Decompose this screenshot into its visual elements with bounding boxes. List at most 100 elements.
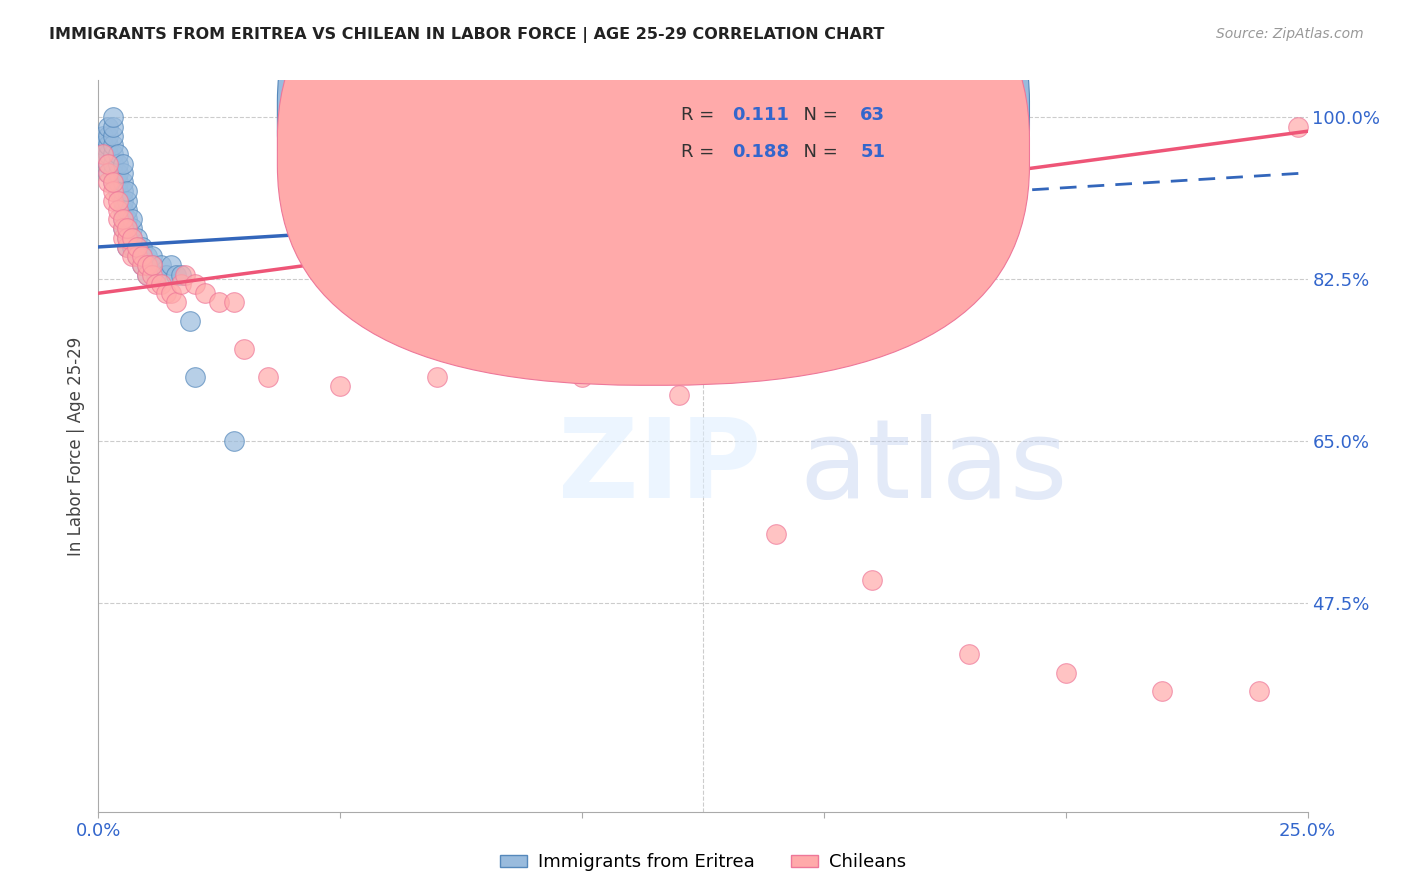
Point <box>101 194 124 208</box>
Point <box>141 259 163 273</box>
Point <box>426 369 449 384</box>
Point <box>160 259 183 273</box>
Point <box>121 249 143 263</box>
Point <box>155 268 177 282</box>
Text: ZIP: ZIP <box>558 415 761 522</box>
Point <box>101 120 124 134</box>
Point <box>101 166 124 180</box>
Point <box>208 295 231 310</box>
Point <box>121 212 143 227</box>
Point <box>101 156 124 170</box>
Point <box>101 175 124 189</box>
Point <box>716 221 738 235</box>
FancyBboxPatch shape <box>277 0 1029 385</box>
Point <box>1286 120 1309 134</box>
Point <box>127 240 149 254</box>
Point <box>1054 665 1077 680</box>
Text: 0.111: 0.111 <box>733 106 789 124</box>
Point <box>127 249 149 263</box>
Point <box>101 111 124 125</box>
Point <box>131 259 153 273</box>
Text: Source: ZipAtlas.com: Source: ZipAtlas.com <box>1216 27 1364 41</box>
Point <box>523 342 546 356</box>
Point <box>91 147 114 161</box>
Point <box>121 230 143 244</box>
Text: 0.188: 0.188 <box>733 143 789 161</box>
Point <box>111 230 134 244</box>
Point <box>135 249 157 263</box>
Point <box>117 221 139 235</box>
Point <box>117 240 139 254</box>
Point <box>145 268 167 282</box>
Text: IMMIGRANTS FROM ERITREA VS CHILEAN IN LABOR FORCE | AGE 25-29 CORRELATION CHART: IMMIGRANTS FROM ERITREA VS CHILEAN IN LA… <box>49 27 884 43</box>
Point <box>117 185 139 199</box>
Point <box>111 175 134 189</box>
Point <box>107 185 129 199</box>
Text: N =: N = <box>793 143 844 161</box>
Point <box>117 221 139 235</box>
Point <box>184 277 207 291</box>
Point <box>117 194 139 208</box>
Point <box>184 369 207 384</box>
Text: 63: 63 <box>860 106 886 124</box>
Point <box>179 314 201 328</box>
Point <box>329 379 352 393</box>
Point <box>571 369 593 384</box>
Point <box>127 230 149 244</box>
Point <box>135 259 157 273</box>
Point <box>97 147 120 161</box>
Point <box>111 194 134 208</box>
Point <box>1249 684 1271 698</box>
FancyBboxPatch shape <box>277 0 1029 349</box>
Point <box>131 259 153 273</box>
Point <box>97 138 120 153</box>
Point <box>97 156 120 170</box>
Point <box>111 202 134 217</box>
Y-axis label: In Labor Force | Age 25-29: In Labor Force | Age 25-29 <box>66 336 84 556</box>
Point <box>150 277 173 291</box>
Point <box>101 147 124 161</box>
Point <box>121 240 143 254</box>
Point <box>101 138 124 153</box>
Point <box>117 230 139 244</box>
Point <box>141 249 163 263</box>
Point <box>97 128 120 143</box>
Point <box>107 202 129 217</box>
Text: 51: 51 <box>860 143 886 161</box>
Point <box>111 221 134 235</box>
Point <box>668 388 690 402</box>
Text: R =: R = <box>682 143 720 161</box>
Point <box>131 249 153 263</box>
Point <box>91 138 114 153</box>
Point <box>107 175 129 189</box>
Point <box>107 156 129 170</box>
Point <box>131 249 153 263</box>
Point <box>957 648 980 662</box>
Point <box>97 156 120 170</box>
Point <box>141 268 163 282</box>
Point <box>111 212 134 227</box>
Point <box>97 166 120 180</box>
Point <box>97 166 120 180</box>
Point <box>101 128 124 143</box>
Point <box>160 286 183 301</box>
Point <box>131 240 153 254</box>
Point <box>117 212 139 227</box>
Point <box>97 120 120 134</box>
Point <box>117 240 139 254</box>
Point <box>107 147 129 161</box>
Point <box>97 175 120 189</box>
Point <box>135 268 157 282</box>
Point <box>155 286 177 301</box>
Point <box>765 527 787 541</box>
Text: atlas: atlas <box>800 415 1069 522</box>
Point <box>256 369 278 384</box>
Legend: Immigrants from Eritrea, Chileans: Immigrants from Eritrea, Chileans <box>494 847 912 879</box>
Point <box>860 574 883 588</box>
Point <box>117 202 139 217</box>
Point <box>111 212 134 227</box>
Point <box>135 268 157 282</box>
Point <box>222 434 245 449</box>
Point <box>101 185 124 199</box>
Point <box>1152 684 1174 698</box>
